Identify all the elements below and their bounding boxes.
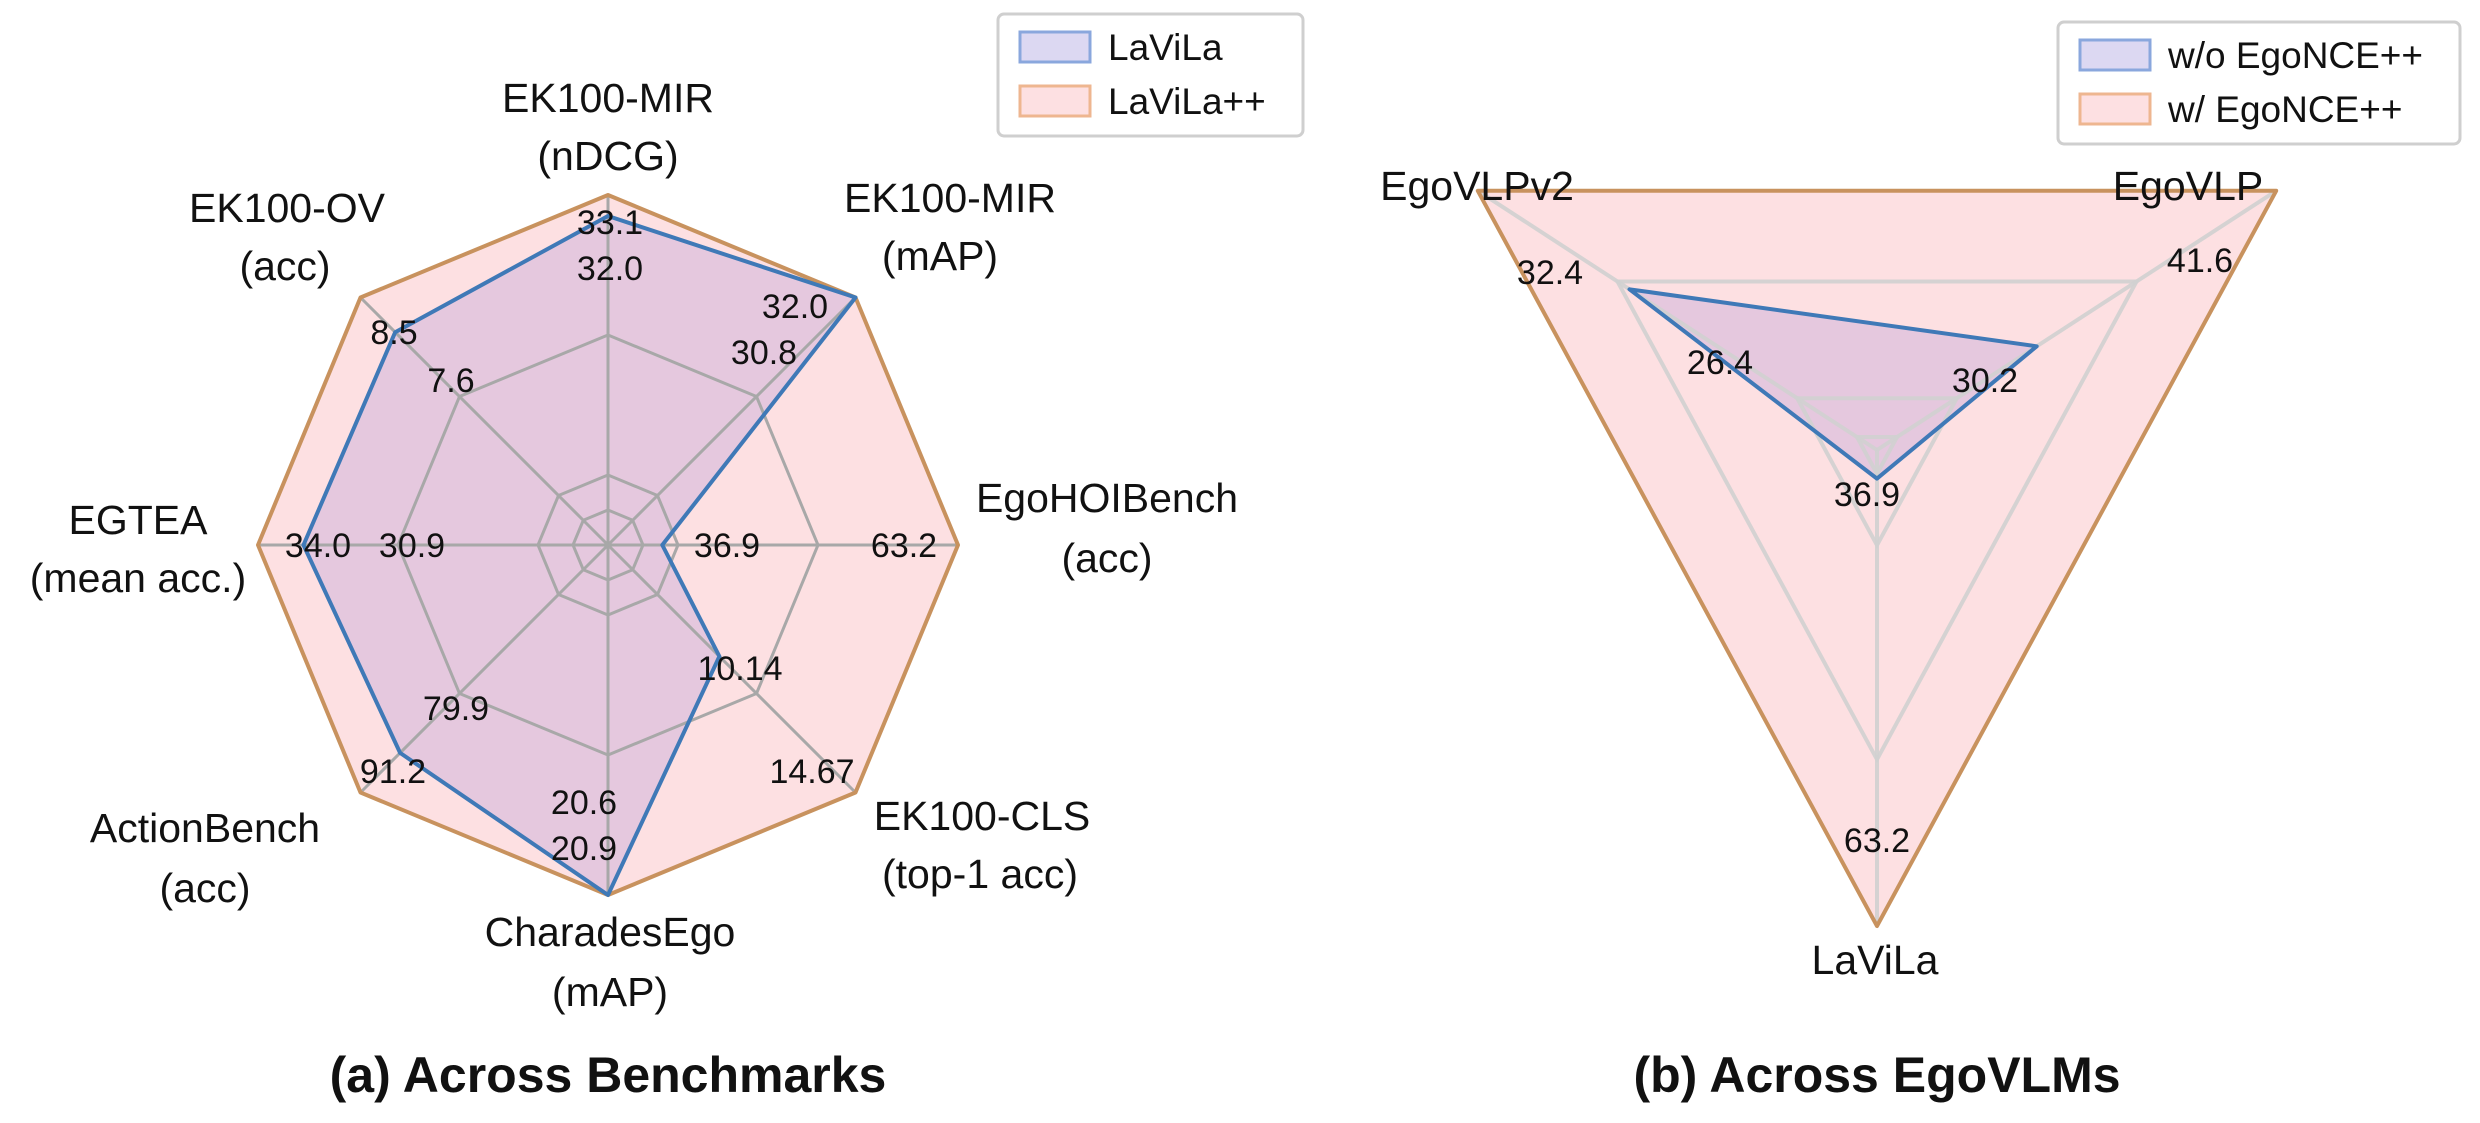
b-spoke-0 [1875, 189, 2278, 452]
a-axis-label-4-line1: CharadesEgo [485, 909, 736, 955]
a-axis-label-2-line1: EgoHOIBench [976, 475, 1238, 521]
a-axis-label-0-line2: (nDCG) [537, 133, 678, 179]
b-grid-ring-0 [1793, 396, 1961, 550]
b-caption: (b) Across EgoVLMs [1633, 1047, 2120, 1103]
a-spoke-3 [606, 543, 857, 794]
a-series-blue-line [301, 214, 858, 897]
a-series-blue-fill [303, 216, 856, 895]
a-axis-label-0-line1: EK100-MIR [502, 75, 714, 121]
a-axis-label-7-line2: (acc) [239, 243, 330, 289]
b-legend-label-1: w/ EgoNCE++ [2167, 89, 2402, 130]
b-value-orange-0: 41.6 [2167, 242, 2233, 280]
a-axis-label-6-line1: EGTEA [69, 497, 209, 543]
panel-a-radar: EK100-MIR (nDCG) EK100-MIR (mAP) EgoHOIBench… [30, 12, 1305, 1103]
panel-b-legend [2056, 20, 2462, 146]
panel-a-grid [258, 195, 958, 895]
a-axis-label-5-line2: (acc) [159, 865, 250, 911]
a-axis-label-5-line1: ActionBench [90, 805, 320, 851]
a-axis-label-2-line2: (acc) [1061, 535, 1152, 581]
a-legend-swatch-orange [1018, 84, 1092, 118]
b-value-orange-2: 32.4 [1517, 254, 1583, 292]
a-axis-label-6-line2: (mean acc.) [30, 555, 246, 601]
b-legend-frame [2056, 20, 2462, 146]
b-series-orange-line [1475, 188, 2279, 928]
a-axis-label-7-line1: EK100-OV [189, 185, 386, 231]
a-spoke-7 [359, 296, 610, 547]
b-legend-swatch-orange [2078, 92, 2152, 126]
a-axis-label-4-line2: (mAP) [552, 969, 668, 1015]
a-value-orange-4: 20.9 [551, 830, 617, 868]
b-series-blue-fill [1629, 289, 2037, 479]
panel-b-radar: EgoVLP LaViLa EgoVLPv2 41.6 30.2 63.2 36.9 32.4… [1380, 20, 2462, 1103]
a-value-orange-5: 91.2 [360, 753, 426, 791]
a-value-blue-3: 10.14 [697, 650, 782, 688]
a-value-orange-6: 34.0 [285, 527, 351, 565]
a-spoke-5 [359, 543, 610, 794]
a-value-blue-2: 36.9 [694, 527, 760, 565]
b-grid-ring-2 [1614, 279, 2140, 764]
b-value-blue-0: 30.2 [1952, 362, 2018, 400]
a-axis-label-3-line1: EK100-CLS [874, 793, 1091, 839]
a-value-orange-7: 8.5 [370, 314, 417, 352]
a-value-blue-6: 30.9 [379, 527, 445, 565]
a-legend-swatch-blue [1018, 30, 1092, 64]
b-axis-label-1: LaViLa [1812, 937, 1939, 983]
b-grid-ring-1 [1853, 435, 1901, 478]
b-value-blue-1: 36.9 [1834, 476, 1900, 514]
b-series-blue-line [1627, 287, 2039, 481]
b-value-blue-2: 26.4 [1687, 344, 1753, 382]
panel-a-legend [996, 12, 1305, 138]
a-value-blue-4: 20.6 [551, 784, 617, 822]
a-value-blue-5: 79.9 [423, 690, 489, 728]
b-legend-label-0: w/o EgoNCE++ [2167, 35, 2423, 76]
b-axis-label-0: EgoVLP [2113, 163, 2263, 209]
b-spoke-2 [1476, 189, 1879, 452]
panel-b-grid [1476, 189, 2278, 926]
a-axis-label-3-line2: (top-1 acc) [882, 851, 1078, 897]
a-value-orange-1: 32.0 [762, 288, 828, 326]
a-legend-label-0: LaViLa [1108, 27, 1223, 68]
a-caption: (a) Across Benchmarks [330, 1047, 887, 1103]
a-value-blue-1: 30.8 [731, 334, 797, 372]
a-value-orange-3: 14.67 [769, 753, 854, 791]
b-legend-swatch-blue [2078, 38, 2152, 72]
a-value-orange-0: 33.1 [577, 204, 643, 242]
a-value-blue-0: 32.0 [577, 250, 643, 288]
b-value-orange-1: 63.2 [1844, 822, 1910, 860]
b-axis-label-2: EgoVLPv2 [1380, 163, 1574, 209]
a-legend-label-1: LaViLa++ [1108, 81, 1266, 122]
a-axis-label-1-line1: EK100-MIR [844, 175, 1056, 221]
a-spoke-1 [606, 296, 857, 547]
a-value-blue-7: 7.6 [427, 362, 474, 400]
a-value-orange-2: 63.2 [871, 527, 937, 565]
a-axis-label-1-line2: (mAP) [882, 233, 998, 279]
